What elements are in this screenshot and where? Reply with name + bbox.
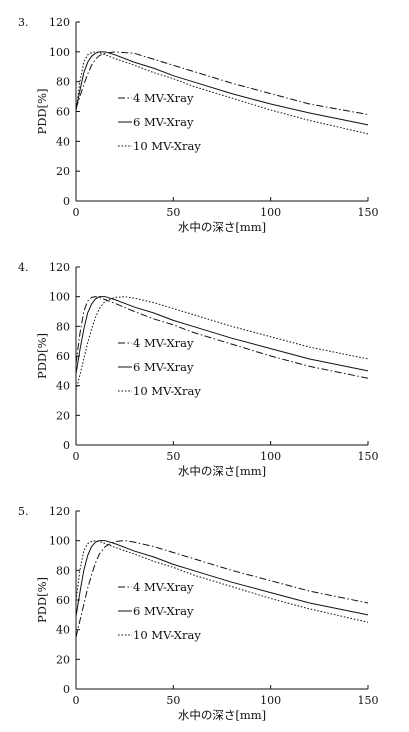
x-tick-label: 50	[166, 450, 180, 463]
y-axis-label: PDD[%]	[35, 333, 49, 379]
y-axis-label: PDD[%]	[35, 88, 49, 134]
series-line-3	[75, 540, 369, 623]
panel-number: 5.	[18, 505, 29, 518]
series-line-3	[75, 51, 369, 135]
y-tick-label: 120	[49, 505, 70, 518]
x-tick-label: 100	[260, 450, 281, 463]
x-tick-label: 50	[166, 206, 180, 219]
y-tick-label: 0	[63, 439, 70, 452]
legend-label: 6 MV-Xray	[133, 115, 194, 129]
legend-label: 10 MV-Xray	[133, 384, 201, 398]
x-tick-label: 150	[358, 206, 379, 219]
y-tick-label: 40	[56, 380, 70, 393]
series-line-2	[75, 540, 369, 617]
y-tick-label: 100	[49, 46, 70, 59]
y-tick-label: 80	[56, 564, 70, 577]
y-tick-label: 20	[56, 653, 70, 666]
legend-label: 10 MV-Xray	[133, 628, 201, 642]
y-tick-label: 60	[56, 594, 70, 607]
series-line-2	[75, 296, 369, 374]
x-tick-label: 50	[166, 694, 180, 707]
x-tick-label: 100	[260, 694, 281, 707]
legend-label: 4 MV-Xray	[133, 580, 194, 594]
chart-panel-3: 5. 0 20 40 60 80 100 120 0 50 100 150 水中の深さ[mm] PDD[%…	[18, 505, 379, 722]
series-line-2	[75, 51, 369, 126]
panel-number: 3.	[18, 16, 29, 29]
y-tick-label: 20	[56, 409, 70, 422]
x-tick-label: 0	[73, 694, 80, 707]
legend-label: 6 MV-Xray	[133, 360, 194, 374]
y-tick-label: 80	[56, 320, 70, 333]
y-tick-label: 0	[63, 195, 70, 208]
legend-label: 4 MV-Xray	[133, 91, 194, 105]
x-tick-label: 150	[358, 450, 379, 463]
x-axis-label: 水中の深さ[mm]	[178, 220, 266, 234]
x-axis-label: 水中の深さ[mm]	[178, 708, 266, 722]
panel-number: 4.	[18, 261, 29, 274]
y-tick-label: 100	[49, 535, 70, 548]
y-tick-label: 20	[56, 165, 70, 178]
y-axis-label: PDD[%]	[35, 577, 49, 623]
series-line-1	[75, 51, 369, 115]
x-tick-label: 150	[358, 694, 379, 707]
x-axis-label: 水中の深さ[mm]	[178, 464, 266, 478]
x-tick-label: 0	[73, 450, 80, 463]
chart-panel-2: 4. 0 20 40 60 80 100 120 0 50 100 150 水中の深さ[mm] PDD[%…	[18, 261, 379, 478]
series-line-1	[75, 540, 369, 638]
y-tick-label: 40	[56, 624, 70, 637]
y-tick-label: 60	[56, 350, 70, 363]
y-tick-label: 80	[56, 76, 70, 89]
x-tick-label: 100	[260, 206, 281, 219]
chart-panel-1: 3. 0 20 40 60 80 100 120 0 50 100 150 水中の深さ[mm] PDD[%…	[18, 16, 379, 234]
legend-label: 4 MV-Xray	[133, 336, 194, 350]
series-line-3	[75, 296, 369, 391]
legend-label: 10 MV-Xray	[133, 139, 201, 153]
y-tick-label: 40	[56, 135, 70, 148]
x-tick-label: 0	[73, 206, 80, 219]
series-line-1	[75, 296, 369, 379]
legend-label: 6 MV-Xray	[133, 604, 194, 618]
y-tick-label: 120	[49, 16, 70, 29]
y-tick-label: 60	[56, 106, 70, 119]
y-tick-label: 100	[49, 291, 70, 304]
y-tick-label: 120	[49, 261, 70, 274]
y-tick-label: 0	[63, 683, 70, 696]
